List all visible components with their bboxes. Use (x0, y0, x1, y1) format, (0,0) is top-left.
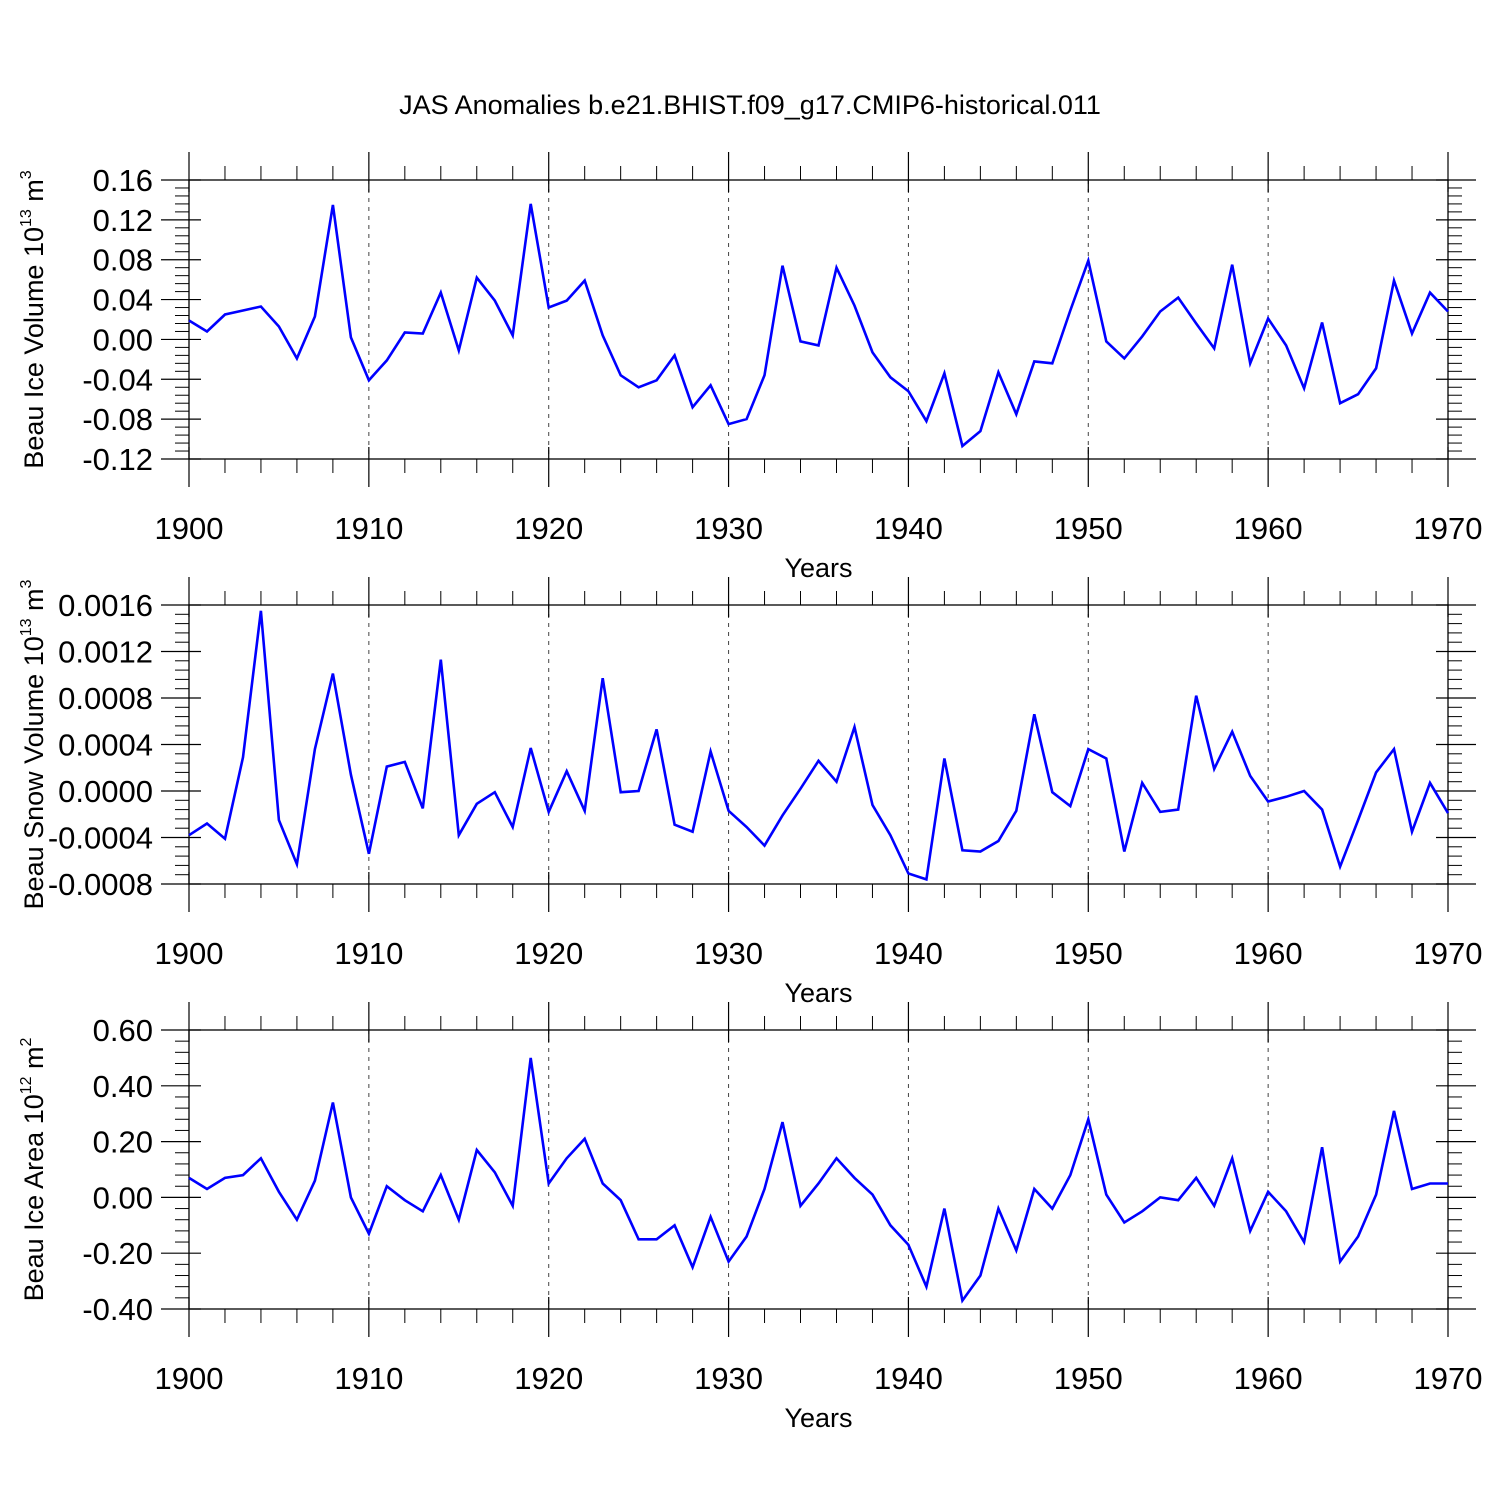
y-tick-label: -0.12 (82, 442, 153, 477)
panel-ice-area: -0.40 -0.20 0.00 0.20 0.40 0.60 1900 1910 1920 19… (18, 1002, 1482, 1433)
x-tick-label: 1960 (1234, 936, 1303, 971)
x-tick-label: 1920 (514, 1361, 583, 1396)
x-tick-label: 1940 (874, 1361, 943, 1396)
y-axis-label: Beau Ice Volume 1013 m3 (18, 170, 49, 468)
plot-frame (188, 604, 1449, 885)
series-line (188, 1057, 1448, 1304)
x-tick-label: 1900 (155, 1361, 224, 1396)
panel-snow-volume: -0.0008 -0.0004 0.0000 0.0004 0.0008 0.0012 0.… (18, 577, 1482, 1008)
x-axis-label: Years (784, 1403, 852, 1433)
y-tick-label: -0.20 (82, 1236, 153, 1271)
x-tick-label: 1900 (155, 511, 224, 546)
y-tick-label: 0.0008 (58, 681, 153, 716)
series-line (188, 610, 1450, 882)
x-tick-label: 1970 (1414, 1361, 1483, 1396)
y-tick-label: 0.20 (93, 1125, 153, 1160)
x-tick-label: 1960 (1234, 511, 1303, 546)
y-tick-label: 0.0004 (58, 728, 153, 763)
y-tick-label: -0.04 (82, 362, 153, 397)
x-tick-label: 1940 (874, 936, 943, 971)
x-tick-label: 1950 (1054, 936, 1123, 971)
y-tick-label: 0.0000 (58, 774, 153, 809)
x-tick-label: 1950 (1054, 1361, 1123, 1396)
x-tick-label: 1930 (694, 1361, 763, 1396)
x-tick-label: 1900 (155, 936, 224, 971)
y-tick-label: 0.0012 (58, 635, 153, 670)
y-axis-label: Beau Ice Area 1012 m2 (18, 1037, 49, 1301)
x-tick-label: 1970 (1414, 511, 1483, 546)
y-tick-label: -0.0004 (48, 821, 153, 856)
x-tick-label: 1940 (874, 511, 943, 546)
y-tick-label: 0.40 (93, 1069, 153, 1104)
figure-title: JAS Anomalies b.e21.BHIST.f09_g17.CMIP6-… (399, 90, 1101, 120)
x-tick-label: 1920 (514, 511, 583, 546)
x-axis-label: Years (784, 553, 852, 583)
x-tick-label: 1910 (334, 936, 403, 971)
x-tick-label: 1930 (694, 511, 763, 546)
y-tick-label: 0.12 (93, 203, 153, 238)
y-tick-label: 0.16 (93, 163, 153, 198)
x-tick-label: 1930 (694, 936, 763, 971)
plot-frame (188, 179, 1449, 460)
y-tick-label: 0.00 (93, 322, 153, 357)
y-tick-label: 0.00 (93, 1180, 153, 1215)
y-axis-label: Beau Snow Volume 1013 m3 (18, 579, 49, 909)
series-line (188, 203, 1449, 449)
panel-ice-volume: -0.12 -0.08 -0.04 0.00 0.04 0.08 0.12 0.16 1900 1… (18, 152, 1482, 583)
x-tick-label: 1910 (334, 511, 403, 546)
y-tick-label: -0.0008 (48, 867, 153, 902)
x-tick-label: 1960 (1234, 1361, 1303, 1396)
y-tick-label: -0.40 (82, 1292, 153, 1327)
x-tick-label: 1920 (514, 936, 583, 971)
x-tick-label: 1970 (1414, 936, 1483, 971)
y-tick-label: -0.08 (82, 402, 153, 437)
x-axis-label: Years (784, 978, 852, 1008)
y-tick-label: 0.60 (93, 1013, 153, 1048)
y-tick-label: 0.0016 (58, 588, 153, 623)
y-tick-label: 0.04 (93, 283, 153, 318)
x-tick-label: 1910 (334, 1361, 403, 1396)
plot-frame (188, 1029, 1449, 1310)
y-tick-label: 0.08 (93, 243, 153, 278)
x-tick-label: 1950 (1054, 511, 1123, 546)
